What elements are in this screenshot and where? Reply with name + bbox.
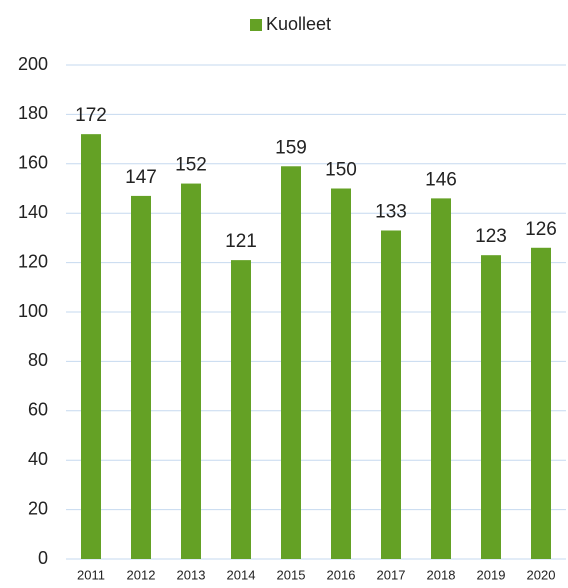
bar xyxy=(231,260,251,559)
x-tick-label: 2020 xyxy=(527,567,556,582)
bar xyxy=(481,255,501,559)
bar xyxy=(431,198,451,559)
y-tick-label: 40 xyxy=(28,449,48,469)
x-tick-label: 2012 xyxy=(127,567,156,582)
x-tick-label: 2013 xyxy=(177,567,206,582)
y-tick-label: 160 xyxy=(18,153,48,173)
y-tick-label: 0 xyxy=(38,548,48,568)
data-label: 150 xyxy=(325,160,357,181)
data-label: 121 xyxy=(225,231,257,252)
y-tick-label: 120 xyxy=(18,251,48,271)
data-label: 133 xyxy=(375,202,407,223)
y-tick-label: 140 xyxy=(18,202,48,222)
bar xyxy=(381,230,401,560)
bar xyxy=(281,166,301,559)
bar xyxy=(131,195,151,559)
y-tick-label: 100 xyxy=(18,301,48,321)
y-tick-label: 80 xyxy=(28,350,48,370)
x-tick-label: 2016 xyxy=(327,567,356,582)
bar xyxy=(81,134,101,559)
data-label: 146 xyxy=(425,169,457,190)
bar xyxy=(331,188,351,559)
bar xyxy=(181,183,201,559)
y-tick-label: 200 xyxy=(18,54,48,74)
x-tick-label: 2015 xyxy=(277,567,306,582)
y-tick-label: 20 xyxy=(28,498,48,518)
x-tick-label: 2011 xyxy=(77,567,105,582)
x-tick-label: 2019 xyxy=(477,567,506,582)
bar xyxy=(531,247,551,559)
legend-label: Kuolleet xyxy=(266,14,331,34)
y-tick-label: 180 xyxy=(18,103,48,123)
x-tick-label: 2018 xyxy=(427,567,456,582)
legend-swatch xyxy=(250,19,262,31)
data-label: 147 xyxy=(125,167,157,188)
x-tick-label: 2017 xyxy=(377,567,406,582)
data-label: 152 xyxy=(175,155,207,176)
data-label: 126 xyxy=(525,219,557,240)
data-label: 159 xyxy=(275,137,307,158)
data-label: 123 xyxy=(475,226,507,247)
y-tick-label: 60 xyxy=(28,400,48,420)
data-label: 172 xyxy=(75,105,107,126)
x-tick-label: 2014 xyxy=(227,567,256,582)
